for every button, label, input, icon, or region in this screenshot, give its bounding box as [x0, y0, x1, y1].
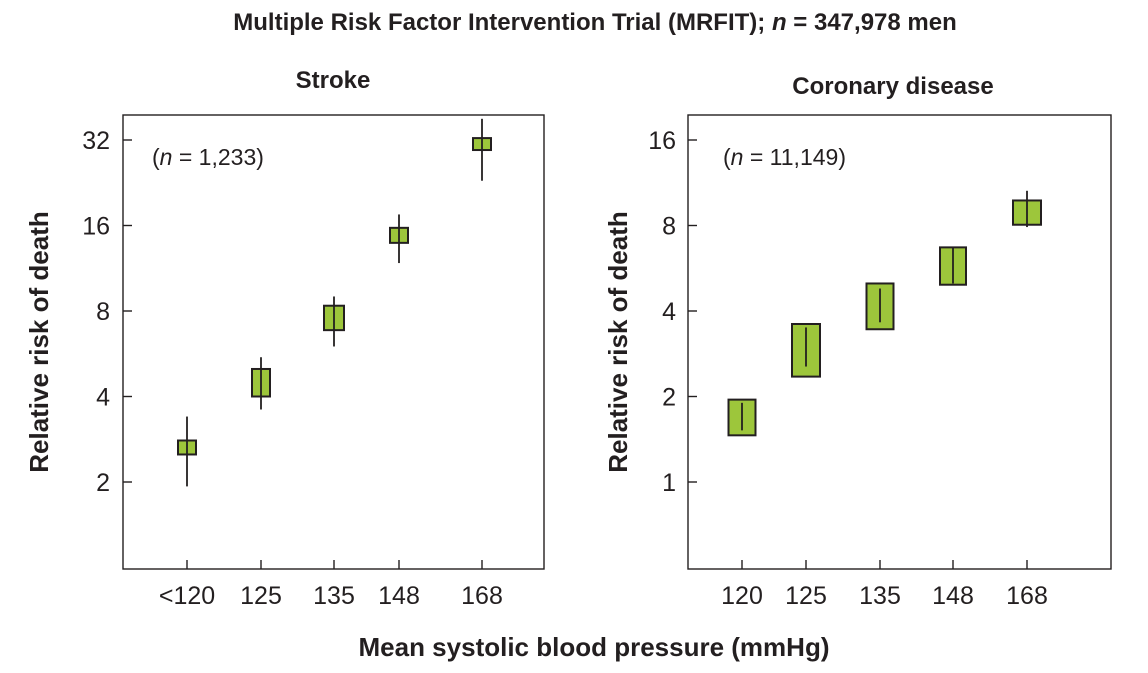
- coronary-x-tick-label: 120: [721, 582, 763, 610]
- stroke-y-tick-label: 4: [96, 384, 110, 412]
- stroke-x-tick-label: 125: [240, 582, 282, 610]
- coronary-y-axis-label: Relative risk of death: [603, 211, 633, 473]
- stroke-sample-size: (n = 1,233): [152, 144, 264, 170]
- coronary-y-tick-label: 4: [662, 298, 676, 326]
- stroke-x-tick-label: 168: [461, 582, 503, 610]
- coronary-y-tick-label: 8: [662, 213, 676, 241]
- coronary-panel-title: Coronary disease: [792, 73, 993, 100]
- stroke-panel-title: Stroke: [296, 67, 371, 94]
- coronary-sample-size: (n = 11,149): [723, 144, 846, 170]
- stroke-y-axis-label: Relative risk of death: [24, 211, 54, 473]
- figure-title: Multiple Risk Factor Intervention Trial …: [233, 9, 957, 36]
- stroke-x-tick-label: 135: [313, 582, 355, 610]
- stroke-panel: Stroke (n = 1,233) Relative risk of deat…: [24, 67, 545, 610]
- coronary-y-tick-label: 2: [662, 384, 676, 412]
- stroke-y-tick-label: 32: [82, 127, 110, 155]
- stroke-x-tick-label: <120: [159, 582, 215, 610]
- coronary-x-tick-label: 125: [785, 582, 827, 610]
- stroke-y-tick-label: 16: [82, 213, 110, 241]
- coronary-x-tick-label: 135: [859, 582, 901, 610]
- coronary-x-tick-label: 148: [932, 582, 974, 610]
- coronary-y-tick-label: 16: [648, 127, 676, 155]
- coronary-panel: Coronary disease (n = 11,149) Relative r…: [603, 73, 1112, 610]
- x-axis-label: Mean systolic blood pressure (mmHg): [359, 632, 830, 662]
- coronary-plot-frame: [687, 114, 1112, 570]
- coronary-y-tick-label: 1: [662, 469, 676, 497]
- stroke-x-tick-label: 148: [378, 582, 420, 610]
- stroke-y-tick-label: 2: [96, 469, 110, 497]
- coronary-x-tick-label: 168: [1006, 582, 1048, 610]
- stroke-y-tick-label: 8: [96, 298, 110, 326]
